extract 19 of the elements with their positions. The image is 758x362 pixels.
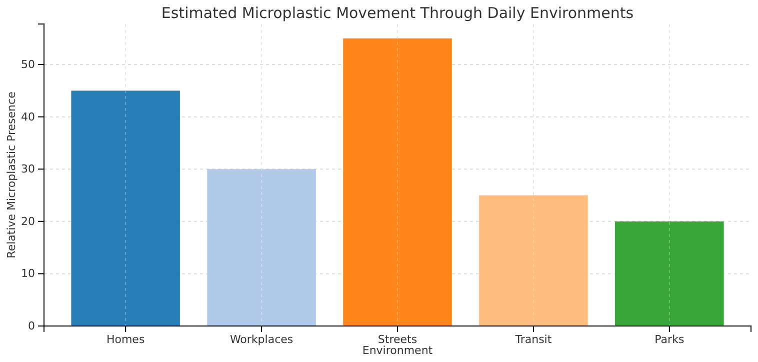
x-tick-label: Workplaces [230, 332, 294, 346]
y-axis-title: Relative Microplastic Presence [5, 91, 18, 258]
y-tick-label: 20 [21, 214, 35, 228]
bar [343, 38, 452, 326]
chart-title: Estimated Microplastic Movement Through Daily Environments [161, 4, 634, 22]
bar [207, 169, 316, 326]
y-tick-label: 10 [21, 267, 35, 280]
y-tick-label: 30 [21, 162, 35, 176]
x-tick-label: Homes [106, 332, 145, 346]
bar [479, 195, 588, 326]
x-tick-label: Streets [378, 332, 418, 346]
x-axis-title: Environment [362, 344, 434, 357]
y-tick-label: 50 [21, 58, 35, 72]
bar [71, 90, 180, 326]
y-tick-label: 0 [28, 320, 35, 333]
x-tick-label: Transit [514, 332, 552, 346]
bar [615, 221, 724, 326]
x-tick-label: Parks [654, 332, 684, 346]
y-tick-label: 40 [21, 110, 35, 124]
